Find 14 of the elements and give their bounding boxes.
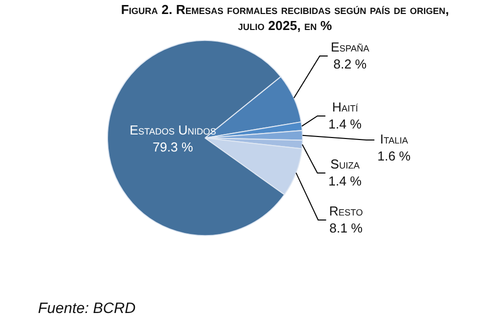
slice-label: Italia [380, 132, 408, 147]
data-label: 8.1 % [329, 220, 364, 236]
data-label: 1.4 % [328, 116, 362, 132]
source-note: Fuente: BCRD [38, 300, 136, 317]
chart-title: Figura 2. Remesas formales recibidas según país de origen, julio 2025, en % [120, 2, 450, 34]
slice-label: Resto [329, 204, 363, 219]
slice-label: España [330, 40, 370, 55]
data-label: 1.6 % [377, 148, 412, 164]
slice-label: Haití [332, 100, 358, 115]
slice-label: Estados Unidos [130, 122, 216, 138]
data-label: 1.4 % [328, 174, 362, 189]
slice-label: Suiza [330, 156, 360, 172]
data-label: 8.2 % [333, 56, 368, 72]
data-label: 79.3 % [152, 140, 194, 155]
